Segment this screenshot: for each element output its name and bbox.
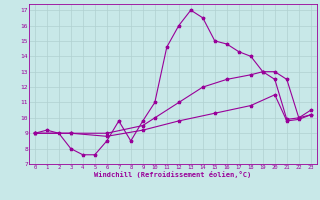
X-axis label: Windchill (Refroidissement éolien,°C): Windchill (Refroidissement éolien,°C) (94, 171, 252, 178)
